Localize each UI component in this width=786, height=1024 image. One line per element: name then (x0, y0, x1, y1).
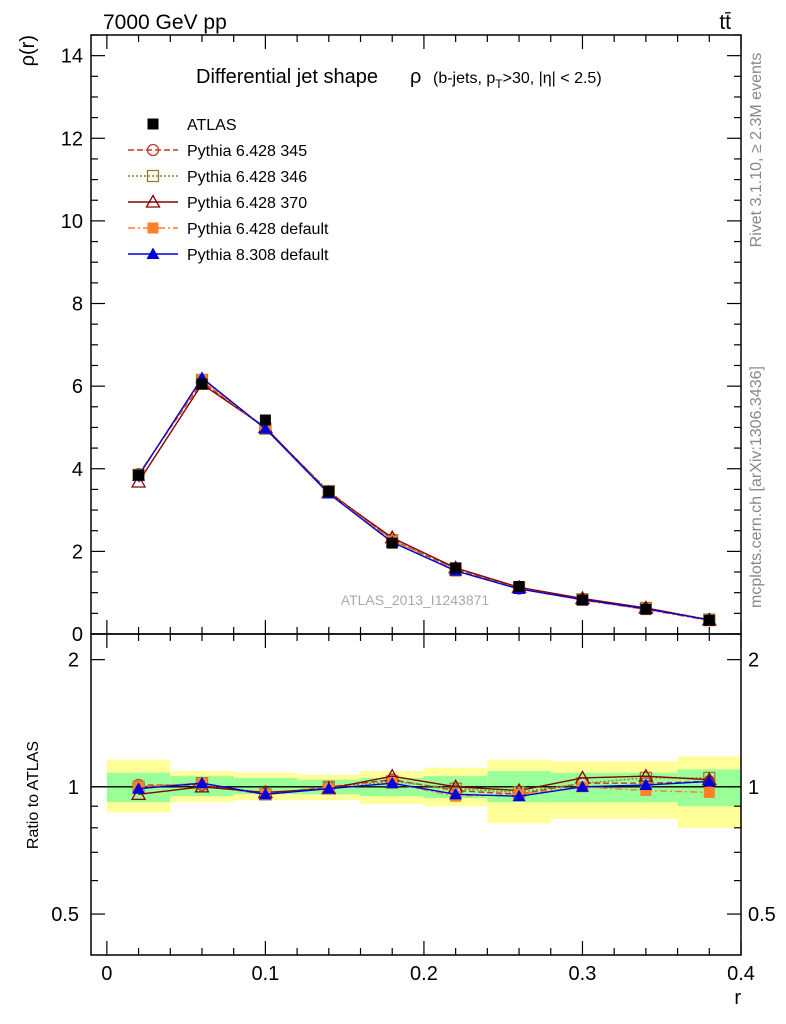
data-point-atlas (196, 378, 208, 390)
legend-label: Pythia 6.428 default (187, 221, 329, 238)
ratio-point-pythia-8-308-default (512, 789, 526, 802)
series-line-pythia-6-428-345 (137, 381, 710, 621)
ratio-y-tick-label-right: 2 (748, 650, 759, 672)
ratio-line-pythia-8-308-default (138, 780, 710, 797)
ratio-point-pythia-8-308-default (575, 780, 589, 792)
x-tick-label: 0.2 (410, 963, 438, 985)
legend-item-pythia-6-428-345: Pythia 6.428 345 (128, 143, 307, 160)
x-tick-label: 0.1 (251, 963, 279, 985)
y-tick-label: 8 (72, 294, 83, 316)
legend-marker (145, 194, 161, 208)
ratio-y-tick-label-left: 0.5 (51, 904, 79, 926)
data-point-atlas (323, 485, 335, 497)
data-point-atlas (259, 414, 271, 426)
energy-label: 7000 GeV pp (103, 11, 227, 34)
ratio-point-pythia-8-308-default (132, 782, 146, 794)
ratio-plot-panel: 0.5 0.5 1 1 2 2 0 0.1 0.2 0.3 0.4 Ratio to ATLAS r (25, 633, 776, 1009)
data-point-atlas (450, 562, 462, 574)
ratio-plot-frame (90, 633, 742, 956)
legend-label: Pythia 6.428 346 (187, 169, 307, 186)
data-point-atlas (576, 594, 588, 606)
y-tick-label: 14 (61, 46, 83, 68)
y-tick-label: 2 (72, 541, 83, 563)
x-tick-label: 0.4 (727, 963, 755, 985)
legend: ATLAS Pythia 6.428 345 Pythia 6.428 346 Pyt… (128, 117, 329, 264)
main-subtitle-sub: T (495, 77, 503, 91)
data-point-atlas (703, 614, 715, 626)
legend-item-pythia-6-428-default: Pythia 6.428 default (128, 221, 329, 238)
legend-item-atlas: ATLAS (147, 117, 237, 134)
ratio-line-pythia-6-428-370 (138, 775, 710, 796)
process-label: tt̄ (719, 11, 731, 34)
data-point-atlas (133, 469, 145, 481)
y-tick-label: 4 (72, 459, 83, 481)
analysis-watermark: ATLAS_2013_I1243871 (341, 592, 490, 608)
series-line-pythia-6-428-370 (137, 383, 710, 621)
legend-label: Pythia 6.428 345 (187, 143, 307, 160)
legend-marker (146, 143, 160, 157)
legend-label: Pythia 8.308 default (187, 247, 329, 264)
y-tick-label: 0 (72, 624, 83, 646)
ratio-y-tick-label-right: 1 (748, 777, 759, 799)
data-point-atlas (640, 603, 652, 615)
legend-marker (147, 222, 159, 234)
legend-marker (146, 169, 160, 183)
y-tick-label: 6 (72, 376, 83, 398)
rivet-label: Rivet 3.1.10, ≥ 2.3M events (748, 53, 765, 248)
main-subtitle-prefix: (b-jets, p (433, 70, 495, 87)
main-title-symbol: ρ (410, 66, 421, 88)
x-axis-label: r (734, 987, 741, 1009)
legend-item-pythia-8-308-default: Pythia 8.308 default (128, 247, 329, 264)
y-tick-label: 12 (61, 128, 83, 150)
legend-label: Pythia 6.428 370 (187, 195, 307, 212)
data-point-pythia-6-428-370 (130, 474, 147, 488)
ratio-point-pythia-8-308-default (322, 782, 336, 794)
data-point-atlas (386, 537, 398, 549)
data-point-atlas (513, 580, 525, 592)
legend-item-pythia-6-428-346: Pythia 6.428 346 (128, 169, 307, 186)
series-line-pythia-6-428-346 (137, 378, 710, 621)
ratio-point-pythia-8-308-default (258, 787, 272, 800)
main-plot-panel: 0 2 4 6 8 10 12 14 Differential jet shape ρ (b-… (17, 34, 742, 646)
ratio-point-pythia-6-428-default (640, 785, 652, 797)
mcplots-label: mcplots.cern.ch [arXiv:1306.3436] (748, 366, 765, 608)
legend-marker (147, 118, 159, 130)
ratio-y-tick-label-left: 2 (68, 650, 79, 672)
ratio-y-tick-label-left: 1 (68, 777, 79, 799)
x-tick-label: 0.3 (569, 963, 597, 985)
ratio-y-axis-label: Ratio to ATLAS (25, 741, 42, 849)
series-line-pythia-8-308-default (137, 376, 710, 621)
y-axis-label: ρ(r) (17, 35, 39, 66)
legend-label: ATLAS (187, 117, 237, 134)
ratio-point-pythia-8-308-default (639, 778, 653, 791)
y-tick-label: 10 (61, 211, 83, 233)
ratio-y-tick-label-right: 0.5 (748, 904, 776, 926)
main-subtitle-suffix: >30, |η| < 2.5) (503, 70, 602, 87)
main-subtitle: (b-jets, pT>30, |η| < 2.5) (433, 70, 602, 91)
x-tick-label: 0 (101, 963, 112, 985)
ratio-point-pythia-8-308-default (385, 776, 399, 789)
main-title: Differential jet shape (196, 66, 378, 88)
ratio-point-pythia-8-308-default (449, 787, 463, 800)
legend-marker (146, 247, 160, 259)
ratio-point-pythia-8-308-default (195, 776, 209, 789)
ratio-point-pythia-6-428-default (703, 786, 715, 798)
series-line-pythia-6-428-default (137, 378, 710, 622)
data-point-pythia-8-308-default (258, 422, 272, 434)
legend-item-pythia-6-428-370: Pythia 6.428 370 (128, 194, 307, 212)
ratio-point-pythia-8-308-default (702, 774, 716, 787)
